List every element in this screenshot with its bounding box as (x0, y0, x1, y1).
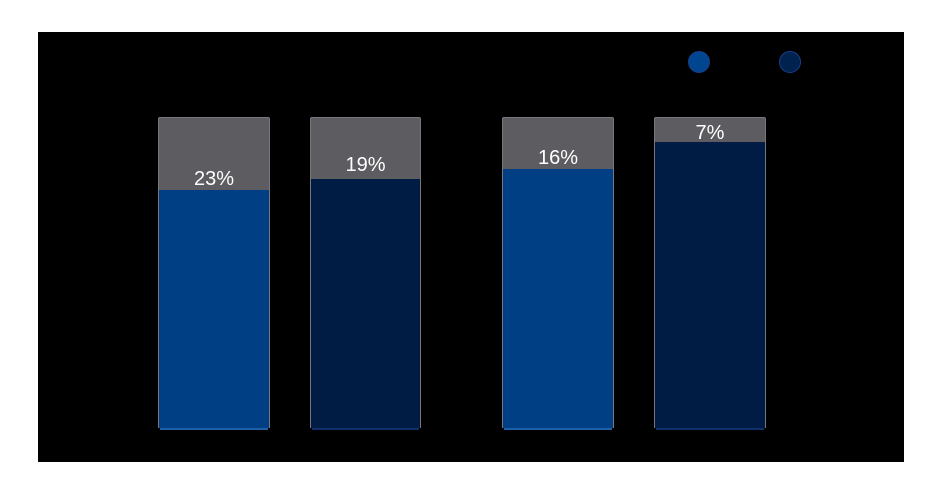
bar-3-baseline (504, 428, 612, 430)
bar-3-fill (503, 169, 613, 428)
bar-2: 19% (310, 117, 421, 428)
bar-4-label: 7% (695, 122, 725, 144)
bar-1-label: 23% (193, 168, 235, 190)
legend-marker-series-a (688, 51, 710, 73)
bar-3: 16% (502, 117, 614, 428)
bar-1-baseline (160, 428, 268, 430)
bar-1-fill (159, 190, 269, 428)
bar-2-baseline (312, 428, 419, 430)
bar-2-label: 19% (345, 154, 386, 176)
bar-2-fill (311, 179, 420, 428)
bar-4-baseline (656, 428, 764, 430)
bar-3-label: 16% (537, 147, 579, 169)
bar-4-fill (655, 142, 765, 428)
legend-marker-series-b (779, 51, 801, 73)
bar-4: 7% (654, 117, 766, 428)
bar-1: 23% (158, 117, 270, 428)
